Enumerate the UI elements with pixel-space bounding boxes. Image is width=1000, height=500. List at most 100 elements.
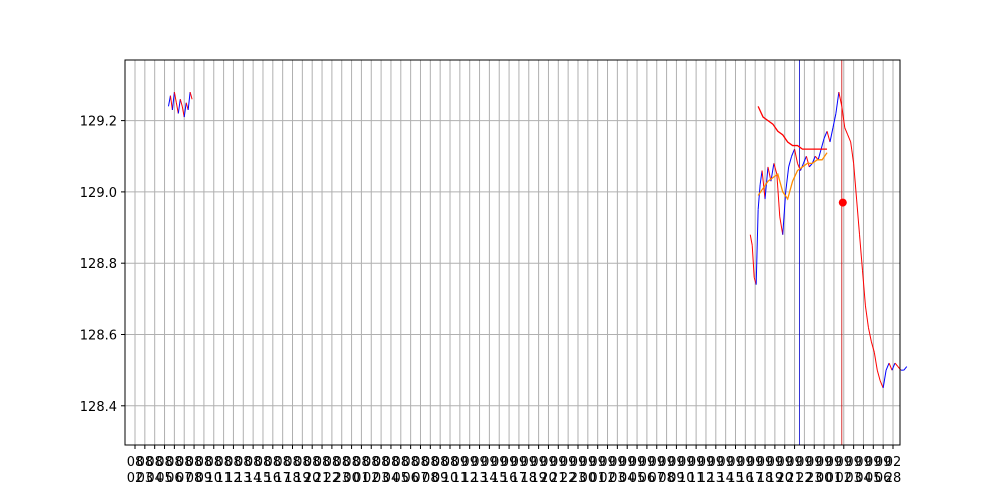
x-tick-label: 02: [836, 471, 853, 486]
x-tick-label: 08: [166, 455, 183, 470]
x-axis: 0802080308040805080608070808080908100811…: [127, 445, 902, 486]
x-tick-label: 09: [648, 455, 665, 470]
x-tick-label: 09: [619, 455, 636, 470]
x-tick-label: 08: [294, 455, 311, 470]
price-segment: [788, 156, 793, 168]
price-segment: [885, 362, 890, 371]
x-tick-label: 09: [481, 455, 498, 470]
x-tick-label: 11: [452, 471, 469, 486]
price-segment: [817, 148, 822, 160]
price-segment: [853, 163, 858, 200]
x-tick-label: 07: [648, 471, 665, 486]
x-tick-label: 23: [806, 471, 823, 486]
x-tick-label: 09: [865, 455, 882, 470]
x-tick-label: 09: [491, 455, 508, 470]
x-tick-label: 09: [826, 455, 843, 470]
price-segment: [826, 131, 831, 143]
x-tick-label: 10: [205, 471, 222, 486]
price-segment: [823, 131, 828, 139]
price-segment: [873, 352, 878, 371]
y-tick-label: 129.0: [80, 186, 117, 201]
price-segment: [882, 370, 887, 389]
x-tick-label: 09: [737, 455, 754, 470]
price-segment: [903, 366, 908, 371]
x-tick-label: 09: [560, 455, 577, 470]
x-tick-label: 09: [708, 455, 725, 470]
price-segment: [181, 106, 185, 118]
vertical-lines: [799, 60, 843, 445]
x-tick-label: 13: [471, 471, 488, 486]
x-tick-label: 09: [816, 455, 833, 470]
x-tick-label: 22: [560, 471, 577, 486]
x-tick-label: 08: [127, 455, 144, 470]
x-tick-label: 14: [245, 471, 262, 486]
x-tick-label: 09: [501, 455, 518, 470]
x-tick-label: 04: [619, 471, 636, 486]
price-segment: [779, 216, 784, 235]
x-tick-label: 08: [235, 455, 252, 470]
x-tick-label: 09: [432, 471, 449, 486]
x-tick-label: 09: [796, 455, 813, 470]
x-tick-label: 04: [146, 471, 163, 486]
price-segment: [888, 362, 893, 371]
price-segment: [891, 362, 896, 371]
y-axis: 128.4 128.6 128.8 129.0 129.2: [80, 115, 125, 415]
price-segment: [847, 134, 852, 143]
grid: [125, 60, 900, 445]
x-tick-label: 05: [393, 471, 410, 486]
x-tick-label: 09: [678, 455, 695, 470]
x-tick-label: 02: [885, 455, 902, 470]
price-segment: [776, 174, 781, 217]
x-tick-label: 09: [786, 455, 803, 470]
price-segment: [835, 92, 840, 114]
x-tick-label: 09: [629, 455, 646, 470]
x-tick-label: 08: [353, 455, 370, 470]
x-tick-label: 09: [717, 455, 734, 470]
x-tick-label: 09: [668, 471, 685, 486]
price-segment: [876, 370, 881, 381]
x-tick-label: 08: [225, 455, 242, 470]
x-tick-label: 05: [629, 471, 646, 486]
x-tick-label: 09: [471, 455, 488, 470]
price-segment: [856, 198, 861, 235]
x-tick-label: 03: [373, 471, 390, 486]
price-segment: [859, 234, 863, 271]
x-tick-label: 06: [639, 471, 656, 486]
x-tick-label: 08: [314, 455, 331, 470]
x-tick-label: 09: [855, 455, 872, 470]
x-tick-label: 03: [609, 471, 626, 486]
price-segment: [867, 327, 872, 342]
x-tick-label: 08: [245, 455, 262, 470]
price-segment: [755, 209, 759, 285]
price-segment: [167, 95, 171, 107]
price-segment: [759, 170, 763, 185]
x-tick-label: 21: [314, 471, 331, 486]
x-tick-label: 09: [461, 455, 478, 470]
x-tick-label: 12: [225, 471, 242, 486]
price-segment: [791, 148, 796, 157]
x-tick-label: 20: [776, 471, 793, 486]
x-tick-label: 08: [412, 455, 429, 470]
x-tick-label: 09: [570, 455, 587, 470]
x-tick-label: 08: [333, 455, 350, 470]
x-tick-label: 10: [442, 471, 459, 486]
x-tick-label: 08: [363, 455, 380, 470]
price-segment: [879, 380, 884, 389]
x-tick-label: 08: [422, 455, 439, 470]
x-tick-label: 00: [343, 471, 360, 486]
x-tick-label: 08: [393, 455, 410, 470]
price-segment: [187, 92, 191, 110]
x-tick-label: 09: [511, 455, 528, 470]
x-tick-label: 09: [540, 455, 557, 470]
x-tick-label: 19: [767, 471, 784, 486]
x-tick-label: 17: [274, 471, 291, 486]
series-layer: [167, 91, 908, 389]
x-tick-label: 08: [373, 455, 390, 470]
x-tick-label: 14: [717, 471, 734, 486]
x-tick-label: 23: [570, 471, 587, 486]
price-segment: [785, 166, 790, 192]
x-tick-label: 18: [757, 471, 774, 486]
x-tick-label: 22: [324, 471, 341, 486]
price-segment: [861, 270, 866, 307]
x-tick-label: 13: [708, 471, 725, 486]
